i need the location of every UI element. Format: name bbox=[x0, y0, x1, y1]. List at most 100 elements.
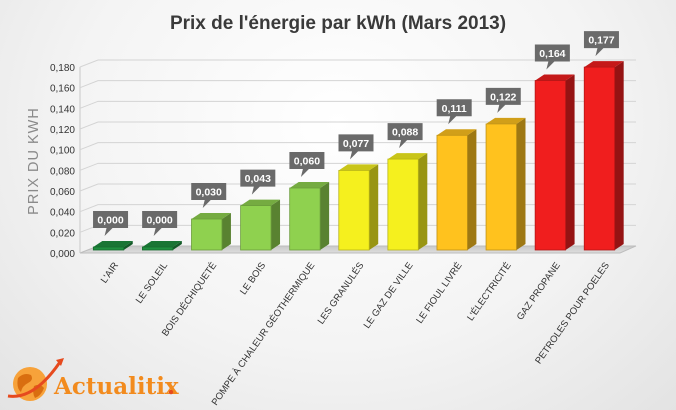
category-label: BOIS DÉCHIQUETÉ bbox=[160, 260, 219, 338]
value-label: 0,177 bbox=[583, 31, 619, 57]
value-label-box bbox=[436, 99, 472, 125]
bar-side bbox=[565, 74, 575, 251]
logo-text: Actualitix bbox=[53, 373, 179, 400]
value-label-box bbox=[338, 134, 374, 160]
category-label: L'AIR bbox=[99, 260, 121, 285]
bar bbox=[534, 74, 575, 251]
value-label: 0,030 bbox=[191, 183, 227, 208]
bar bbox=[289, 182, 330, 251]
bar-top bbox=[535, 74, 575, 81]
value-label-box bbox=[387, 123, 423, 149]
value-label-text: 0,122 bbox=[490, 91, 516, 103]
value-label-text: 0,030 bbox=[196, 187, 222, 199]
value-label-box bbox=[289, 152, 325, 177]
value-label-box bbox=[534, 44, 570, 70]
bar-side bbox=[418, 153, 428, 250]
bar bbox=[240, 199, 281, 251]
bar-side bbox=[221, 213, 231, 250]
value-label-text: 0,164 bbox=[539, 48, 565, 60]
value-labels: 0,000 0,000 0,030 0,043 0,060 0,077 0,088 0,111… bbox=[93, 31, 619, 236]
bar bbox=[583, 61, 624, 251]
bar-top bbox=[142, 241, 182, 247]
y-tick-label: 0,040 bbox=[50, 208, 75, 219]
y-tick-label: 0,080 bbox=[50, 166, 75, 177]
bar-front bbox=[338, 170, 370, 251]
bar bbox=[485, 117, 526, 251]
bar-front bbox=[191, 218, 223, 251]
bar-front bbox=[583, 66, 616, 251]
value-label: 0,060 bbox=[289, 152, 325, 177]
bar-top bbox=[289, 182, 330, 188]
bar-top bbox=[486, 117, 526, 124]
bar-side bbox=[271, 199, 281, 250]
category-label: LE BOIS bbox=[238, 260, 268, 297]
y-tick-label: 0,140 bbox=[50, 104, 75, 115]
value-label-box bbox=[240, 169, 276, 195]
globe-icon bbox=[7, 358, 64, 401]
bar-front bbox=[240, 205, 272, 251]
category-label: LES GRANULÉS bbox=[316, 260, 367, 326]
bar-top bbox=[191, 213, 231, 219]
bar-top bbox=[338, 164, 379, 171]
value-label-box bbox=[583, 31, 619, 57]
value-label-text: 0,060 bbox=[294, 156, 320, 168]
bar-side bbox=[614, 61, 624, 250]
value-label: 0,000 bbox=[142, 211, 178, 236]
bar-front bbox=[387, 158, 419, 251]
bar-top bbox=[387, 153, 428, 160]
bar-front bbox=[534, 80, 566, 251]
value-label-box bbox=[93, 211, 129, 236]
y-tick-label: 0,120 bbox=[50, 125, 75, 136]
value-label-text: 0,088 bbox=[392, 127, 418, 139]
bar bbox=[387, 153, 428, 251]
logo-dot: . bbox=[167, 373, 175, 400]
bar-top bbox=[240, 199, 281, 206]
value-label: 0,043 bbox=[240, 169, 276, 195]
bar-side bbox=[172, 241, 182, 250]
y-tick-label: 0,000 bbox=[50, 249, 75, 260]
bar-side bbox=[516, 117, 526, 250]
bar-top bbox=[436, 129, 477, 136]
bar bbox=[92, 241, 133, 251]
bar-side bbox=[123, 241, 133, 250]
bar bbox=[436, 129, 477, 251]
bar bbox=[191, 213, 231, 251]
category-label: LE GAZ DE VILLE bbox=[362, 260, 416, 330]
value-label: 0,077 bbox=[338, 134, 374, 160]
bar-front bbox=[289, 187, 321, 251]
bar-side bbox=[320, 182, 330, 250]
y-tick-label: 0,180 bbox=[50, 63, 75, 74]
value-label: 0,088 bbox=[387, 123, 423, 149]
value-label-text: 0,077 bbox=[343, 138, 369, 150]
value-label: 0,000 bbox=[93, 211, 129, 236]
bar-front bbox=[142, 246, 174, 251]
value-label-box bbox=[485, 87, 521, 113]
bar-side bbox=[369, 164, 379, 250]
grid-line bbox=[79, 121, 636, 130]
bar-top bbox=[584, 61, 624, 68]
bar bbox=[338, 164, 379, 251]
value-label: 0,164 bbox=[534, 44, 570, 70]
value-label-text: 0,000 bbox=[146, 215, 172, 227]
category-label: L'ÉLECTRICITÉ bbox=[465, 260, 514, 323]
value-label-text: 0,000 bbox=[97, 215, 123, 227]
y-tick-label: 0,160 bbox=[50, 84, 75, 95]
bar-front bbox=[485, 123, 517, 251]
bar-front bbox=[436, 134, 468, 251]
bar-front bbox=[92, 246, 125, 251]
value-label-text: 0,111 bbox=[442, 103, 467, 115]
bars bbox=[92, 61, 624, 251]
y-axis-label: PRIX DU KWH bbox=[26, 107, 42, 215]
value-label-box bbox=[142, 211, 178, 236]
category-label: LE FIOUL LIVRÉ bbox=[414, 260, 464, 325]
category-label: POMPE À CHALEUR GÉOTHERMIQUE bbox=[210, 260, 318, 407]
y-tick-label: 0,020 bbox=[50, 228, 75, 239]
value-label-text: 0,043 bbox=[245, 173, 271, 185]
value-label-text: 0,177 bbox=[588, 35, 614, 47]
actualitix-logo: Actualitix . bbox=[7, 358, 179, 401]
y-tick-label: 0,060 bbox=[50, 187, 75, 198]
category-label: LE SOLEIL bbox=[134, 260, 170, 305]
y-tick-label: 0,100 bbox=[50, 146, 75, 157]
grid-line bbox=[79, 59, 636, 68]
